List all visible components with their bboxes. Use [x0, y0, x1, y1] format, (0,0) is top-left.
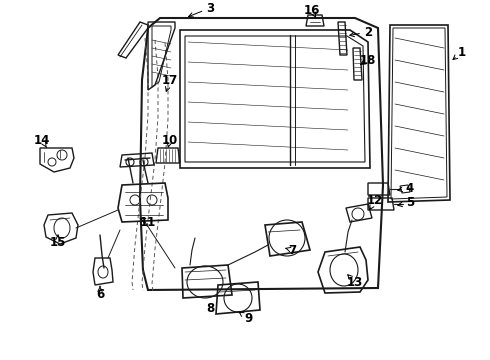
Text: 4: 4: [406, 181, 414, 194]
Text: 3: 3: [206, 1, 214, 14]
Text: 9: 9: [244, 311, 252, 324]
Text: 15: 15: [50, 235, 66, 248]
Text: 6: 6: [96, 288, 104, 302]
Text: 16: 16: [304, 4, 320, 17]
Text: 10: 10: [162, 134, 178, 147]
Text: 2: 2: [364, 26, 372, 39]
Text: 17: 17: [162, 73, 178, 86]
Text: 18: 18: [360, 54, 376, 67]
Text: 5: 5: [406, 197, 414, 210]
Text: 12: 12: [367, 194, 383, 207]
Text: 14: 14: [34, 134, 50, 147]
Text: 11: 11: [140, 216, 156, 229]
Text: 13: 13: [347, 275, 363, 288]
Text: 1: 1: [458, 45, 466, 58]
Text: 8: 8: [206, 302, 214, 315]
Text: 7: 7: [288, 243, 296, 256]
